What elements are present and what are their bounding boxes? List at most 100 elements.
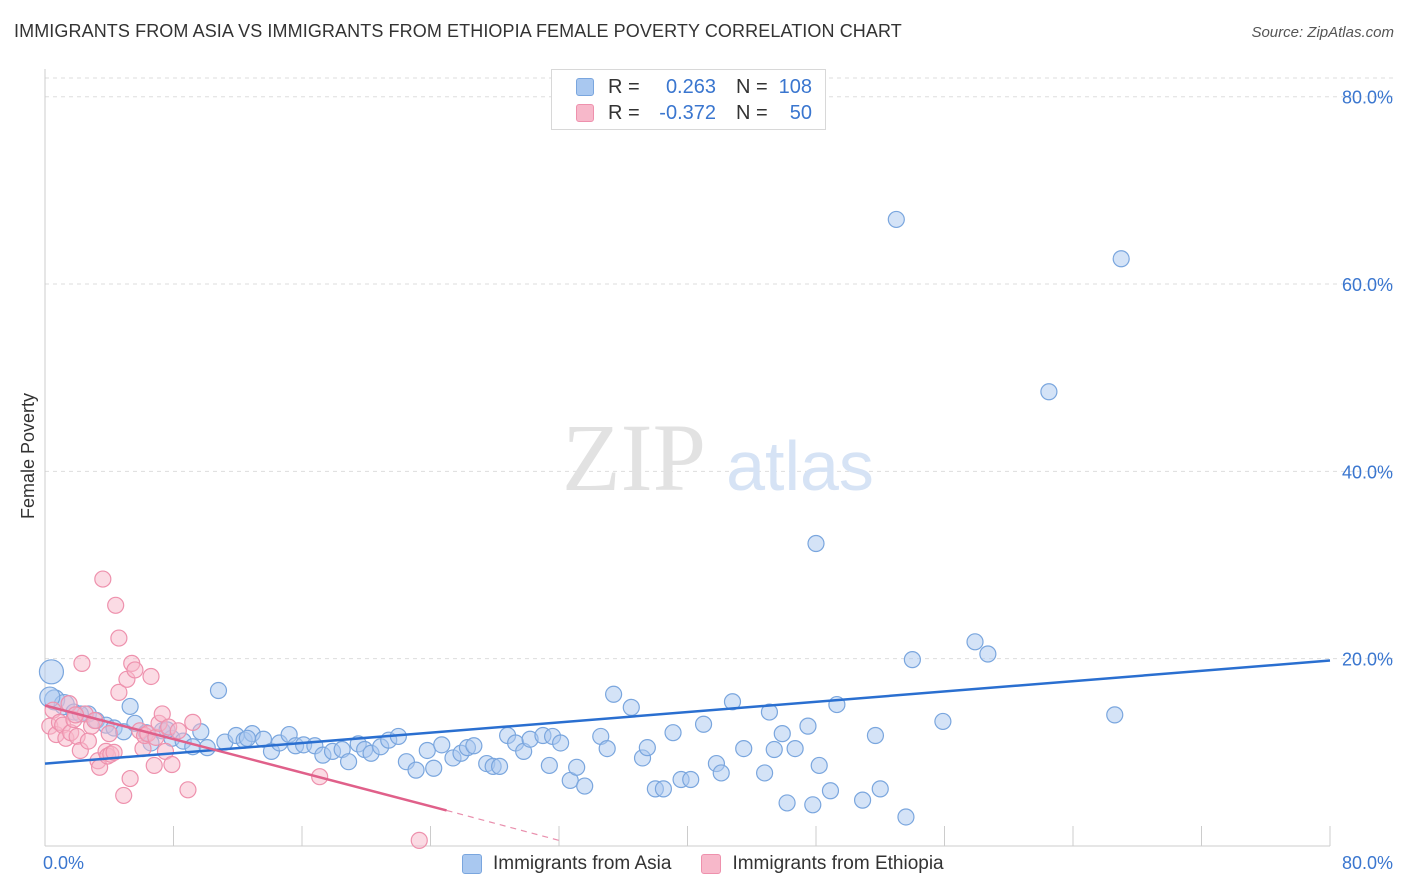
data-point-asia	[121, 697, 139, 716]
data-point-asia	[966, 633, 984, 651]
data-point-ethiopia	[169, 722, 187, 740]
data-point-asia	[1106, 706, 1124, 724]
data-point-asia	[903, 651, 921, 669]
data-point-ethiopia	[184, 713, 202, 731]
data-point-asia	[425, 759, 443, 777]
legend-r-value: -0.372	[659, 101, 716, 124]
series-legend: Immigrants from Asia Immigrants from Eth…	[462, 852, 974, 876]
data-point-asia	[638, 739, 656, 757]
data-point-asia	[209, 681, 228, 700]
y-tick-label: 80.0%	[1342, 88, 1393, 108]
data-point-ethiopia	[110, 629, 128, 647]
legend-row-asia: R = 0.263 N = 108	[576, 75, 812, 99]
y-tick-label: 40.0%	[1342, 462, 1393, 482]
data-point-ethiopia	[115, 786, 133, 805]
data-point-asia	[773, 725, 791, 743]
series-asia-points	[38, 210, 1130, 826]
data-point-asia	[821, 782, 840, 800]
legend-r-value: 0.263	[665, 75, 716, 98]
data-point-asia	[38, 659, 65, 685]
tick-labels: 20.0% 40.0% 60.0% 80.0% 0.0% 80.0%	[43, 88, 1393, 873]
data-point-asia	[712, 764, 730, 782]
legend-n-label: N =	[736, 75, 768, 98]
data-point-asia	[654, 780, 673, 798]
series-swatch-asia	[462, 854, 482, 874]
data-point-asia	[786, 739, 804, 758]
data-point-asia	[871, 780, 889, 798]
data-point-asia	[576, 777, 594, 795]
data-point-asia	[934, 712, 952, 731]
x-tick-label: 80.0%	[1342, 853, 1393, 873]
data-point-asia	[1112, 250, 1130, 268]
data-point-ethiopia	[107, 596, 125, 614]
data-point-asia	[778, 794, 796, 812]
watermark-atlas: atlas	[726, 427, 874, 505]
series-legend-label: Immigrants from Asia	[493, 853, 672, 874]
data-point-ethiopia	[121, 769, 139, 788]
data-point-asia	[605, 685, 623, 703]
data-point-asia	[407, 761, 425, 779]
data-point-asia	[238, 729, 256, 747]
data-point-asia	[540, 756, 558, 775]
data-point-ethiopia	[179, 781, 197, 799]
data-point-ethiopia	[105, 743, 123, 761]
data-point-asia	[490, 757, 509, 775]
data-point-asia	[807, 534, 825, 553]
data-point-asia	[755, 764, 774, 782]
data-point-asia	[568, 758, 586, 776]
data-point-asia	[799, 717, 817, 735]
legend-row-ethiopia: R = -0.372 N = 50	[576, 101, 812, 125]
trend-line-ethiopia	[44, 704, 447, 812]
data-point-asia	[760, 703, 779, 721]
x-tick-label: 0.0%	[43, 853, 84, 873]
correlation-legend: R = 0.263 N = 108 R = -0.372 N = 50	[551, 69, 826, 130]
data-point-asia	[418, 741, 436, 760]
y-axis-label: Female Poverty	[18, 393, 38, 519]
legend-n-value: 50	[789, 101, 812, 124]
data-point-ethiopia	[126, 661, 144, 679]
trend-line-ethiopia-extension	[446, 809, 560, 841]
data-point-ethiopia	[145, 756, 163, 775]
data-point-ethiopia	[100, 725, 118, 743]
trend-line-asia	[44, 659, 1331, 765]
data-point-asia	[735, 739, 753, 758]
series-legend-asia[interactable]: Immigrants from Asia	[462, 853, 671, 875]
legend-swatch-asia	[576, 78, 594, 96]
y-tick-label: 20.0%	[1342, 650, 1393, 670]
legend-swatch-ethiopia	[576, 104, 594, 122]
data-point-ethiopia	[410, 831, 428, 849]
zipatlas-watermark: ZIP atlas	[562, 404, 874, 511]
data-point-ethiopia	[163, 755, 181, 774]
series-ethiopia-points	[41, 570, 428, 849]
data-point-asia	[598, 739, 616, 758]
data-point-ethiopia	[73, 654, 91, 672]
data-point-asia	[622, 698, 640, 716]
grid-lines	[45, 77, 1394, 660]
data-point-asia	[339, 753, 358, 771]
watermark-zip: ZIP	[562, 404, 706, 511]
legend-n-label: N =	[736, 101, 768, 124]
data-point-ethiopia	[110, 683, 128, 702]
data-point-asia	[979, 645, 997, 663]
legend-r-label: R =	[608, 75, 640, 98]
data-point-asia	[465, 737, 483, 755]
data-point-asia	[810, 756, 828, 775]
data-point-asia	[765, 740, 783, 759]
chart-source: Source: ZipAtlas.com	[1251, 24, 1394, 41]
legend-r-label: R =	[608, 101, 640, 124]
data-point-asia	[694, 715, 713, 733]
trend-lines	[44, 659, 1331, 841]
data-point-asia	[897, 808, 915, 826]
series-legend-label: Immigrants from Ethiopia	[732, 853, 944, 874]
data-point-ethiopia	[142, 667, 160, 686]
legend-n-value: 108	[778, 75, 812, 98]
series-legend-ethiopia[interactable]: Immigrants from Ethiopia	[701, 853, 944, 875]
data-point-asia	[723, 693, 742, 711]
data-point-ethiopia	[94, 570, 112, 588]
axes	[44, 69, 1331, 847]
data-point-asia	[433, 736, 451, 754]
data-point-asia	[664, 724, 682, 742]
data-point-asia	[682, 770, 700, 789]
data-point-asia	[853, 791, 872, 809]
